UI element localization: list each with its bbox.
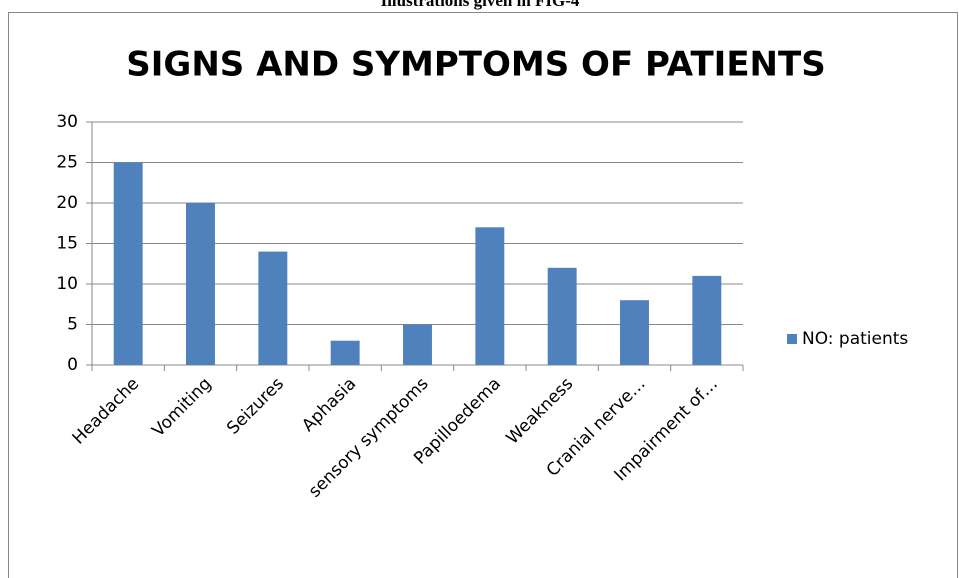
x-tick-label: sensory symptoms (305, 374, 433, 502)
bar (547, 267, 577, 365)
chart-title: SIGNS AND SYMPTOMS OF PATIENTS (126, 45, 825, 85)
x-tick-label: Weakness (503, 374, 578, 449)
x-tick-label: Aphasia (298, 374, 360, 436)
bar (113, 162, 143, 365)
y-tick-label: 15 (56, 234, 78, 254)
legend-label: NO: patients (802, 329, 908, 349)
bar (475, 227, 505, 365)
y-tick-label: 0 (67, 355, 78, 375)
y-tick-label: 20 (56, 193, 78, 213)
bar (186, 203, 215, 365)
bar (330, 340, 360, 365)
y-tick-label: 5 (67, 315, 78, 335)
chart-border (8, 12, 958, 578)
x-tick-label: Seizures (223, 374, 288, 439)
bar (620, 300, 649, 365)
x-tick-label: Vomiting (148, 374, 215, 441)
bar (692, 275, 722, 365)
bar (403, 324, 432, 365)
bar (258, 251, 288, 365)
x-tick-label: Headache (69, 374, 144, 449)
y-tick-label: 30 (56, 112, 78, 132)
legend-swatch (787, 334, 797, 344)
caption: Illustrations given in FIG-4 (381, 0, 580, 10)
y-tick-label: 10 (56, 274, 78, 294)
y-tick-label: 25 (56, 153, 78, 173)
